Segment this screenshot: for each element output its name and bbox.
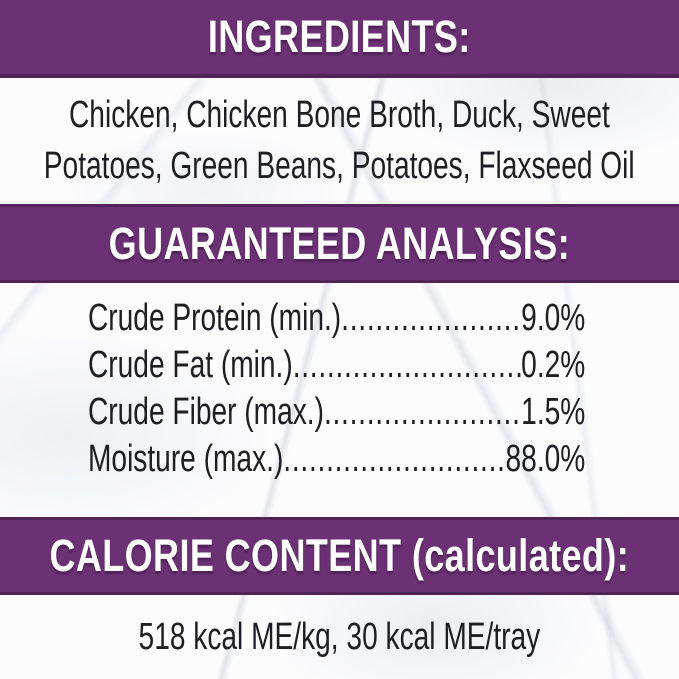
ingredients-header-banner: INGREDIENTS: bbox=[0, 0, 679, 78]
ingredients-list: Chicken, Chicken Bone Broth, Duck, Sweet… bbox=[0, 78, 679, 204]
ingredients-line-1: Chicken, Chicken Bone Broth, Duck, Sweet bbox=[69, 94, 610, 136]
calorie-content-line: 518 kcal ME/kg, 30 kcal ME/tray bbox=[138, 615, 541, 658]
ingredients-line-2: Potatoes, Green Beans, Potatoes, Flaxsee… bbox=[44, 145, 635, 187]
analysis-label: Crude Fiber (max.) bbox=[88, 391, 324, 433]
analysis-row-crude-fat: Crude Fat (min.) .......................… bbox=[88, 342, 585, 389]
dot-leader: ........................................… bbox=[341, 297, 521, 339]
calorie-content-header-banner: CALORIE CONTENT (calculated): bbox=[0, 517, 679, 595]
analysis-row-crude-fiber: Crude Fiber (max.) .....................… bbox=[88, 389, 585, 436]
dot-leader: ........................................… bbox=[323, 391, 521, 433]
analysis-row-moisture: Moisture (max.) ........................… bbox=[88, 436, 585, 483]
analysis-value: 0.2% bbox=[521, 344, 586, 386]
analysis-label: Crude Fat (min.) bbox=[88, 344, 293, 386]
dot-leader: ........................................… bbox=[292, 344, 522, 386]
guaranteed-analysis-header-banner: GUARANTEED ANALYSIS: bbox=[0, 204, 679, 283]
calorie-content-value-area: 518 kcal ME/kg, 30 kcal ME/tray bbox=[0, 595, 679, 679]
dot-leader: ........................................… bbox=[283, 438, 506, 480]
guaranteed-analysis-table: Crude Protein (min.) ...................… bbox=[88, 295, 585, 483]
analysis-label: Crude Protein (min.) bbox=[88, 297, 342, 339]
ingredients-header-title: INGREDIENTS: bbox=[208, 11, 471, 62]
guaranteed-analysis-header-title: GUARANTEED ANALYSIS: bbox=[108, 217, 571, 269]
calorie-content-header-title: CALORIE CONTENT (calculated): bbox=[49, 530, 630, 581]
analysis-value: 9.0% bbox=[521, 297, 586, 339]
analysis-row-crude-protein: Crude Protein (min.) ...................… bbox=[88, 295, 585, 342]
analysis-value: 88.0% bbox=[505, 438, 586, 480]
analysis-value: 1.5% bbox=[521, 391, 586, 433]
analysis-label: Moisture (max.) bbox=[88, 438, 284, 480]
